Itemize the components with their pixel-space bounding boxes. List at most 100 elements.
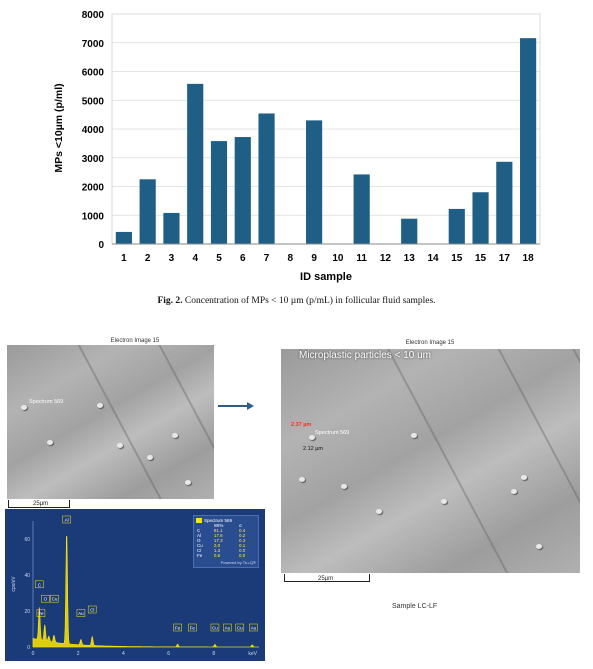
x-tick-label: 6 [240,253,246,264]
eds-x-tick-label: 0 [32,651,35,657]
y-tick-label: 4000 [82,125,105,136]
bar [496,161,513,244]
eds-x-unit: keV [248,651,257,657]
eds-cell-sig: 0.3 [238,538,246,544]
eds-peak-label-box [223,623,232,632]
eds-cell-el: Cu [197,543,203,549]
y-tick-label: 8000 [82,10,105,21]
eds-swatch-icon [196,518,202,524]
x-tick-label: 1 [121,253,127,264]
x-axis-label: ID sample [300,271,352,283]
eds-cell-wt: 2.0 [213,543,221,549]
eds-composition-row: O 17.3 0.3 [196,538,256,543]
y-tick-label: 6000 [82,68,105,79]
eds-peak-label: O [44,597,48,602]
eds-cell-wt: 17.6 [213,533,223,539]
y-tick-label: 3000 [82,154,105,165]
bar [306,120,323,244]
sem-right-scalebar [284,574,370,582]
eds-peak-label: Fe [38,611,44,616]
x-tick-label: 10 [332,253,344,264]
x-tick-label: 3 [169,253,175,264]
sem-right-image: Microplastic particles < 10 um 2.37 µm S… [281,349,580,573]
eds-peak-label-box [41,594,50,603]
sem-left-image: Spectrum 569 [7,345,214,499]
sem-left-scalebar [8,500,70,508]
x-tick-label: 13 [404,253,416,264]
eds-cell-el: Cl [197,548,202,554]
x-tick-label: 2 [145,253,151,264]
eds-peak-label: C [38,582,42,587]
eds-peak-label-box [210,623,220,632]
eds-y-tick-label: 60 [24,537,30,543]
eds-peak-label-box [36,609,46,617]
bar [187,83,204,244]
bar [353,174,370,244]
eds-col-sigma: σ [238,523,242,529]
x-tick-label: 15 [451,253,463,264]
eds-composition-row: Cl 1.3 0.0 [196,548,256,553]
y-tick-label: 2000 [82,183,105,194]
eds-peak-label-box [235,623,245,632]
microplastic-overlay-title: Microplastic particles < 10 um [299,350,431,361]
eds-legend-title: Spectrum 569 [204,518,233,523]
eds-composition-row: Cu 2.0 0.1 [196,543,256,548]
x-tick-label: 11 [356,253,367,264]
y-tick-label: 1000 [82,211,105,222]
bar [115,231,132,244]
eds-peak-label: Al [65,518,69,523]
bar [163,212,180,244]
eds-peak-label: Cl [90,608,94,613]
eds-y-tick-label: 0 [27,645,30,651]
eds-y-tick-label: 20 [24,609,30,615]
eds-y-tick-label: 40 [24,573,30,579]
eds-cell-el: Al [197,533,202,539]
eds-peak-label-box [76,609,86,617]
sem-left-scale-label: 25µm [33,501,49,507]
bar [234,137,251,244]
eds-cell-el: O [197,538,201,544]
bar [520,38,537,245]
bar [448,208,465,244]
eds-peak-label: Cu [237,626,243,631]
eds-composition-row: Al 17.6 0.2 [196,533,256,538]
eds-peak-label-box [249,623,258,632]
bar [210,141,228,244]
eds-cell-el: Fe [197,553,203,559]
sem-right-spectrum-label: Spectrum 569 [315,430,350,436]
eds-peak-label: Au [251,626,257,631]
bar [258,113,275,244]
y-axis-label: MPs <10µm (p/ml) [53,83,65,172]
eds-x-tick-label: 2 [77,651,80,657]
eds-peak-label: Cu [52,597,58,602]
arrow-icon [218,402,254,410]
x-tick-label: 5 [216,253,222,264]
eds-spectrum-trace [32,536,259,648]
eds-peak-label: Cu [212,626,218,631]
eds-x-tick-label: 4 [122,651,125,657]
eds-cell-wt: 0.6 [213,553,221,559]
y-tick-label: 5000 [82,96,105,107]
eds-legend: Spectrum 569 Wt% σ C 81.1 0.4 Al 17.6 0.2 O 17.3… [193,515,259,569]
caption-label: Fig. 2. [157,296,183,306]
x-tick-label: 8 [288,253,294,264]
eds-powered-by: Powered by Tru-Q® [220,560,256,566]
x-tick-label: 12 [380,253,392,264]
x-tick-label: 9 [311,253,317,264]
eds-composition-table: Wt% σ C 81.1 0.4 Al 17.6 0.2 O 17.3 0.3 Cu 2.0 0.1 Cl… [196,523,256,558]
eds-peak-label: Au [225,626,231,631]
eds-cell-sig: 0.0 [238,548,246,554]
x-tick-label: 15 [475,253,487,264]
y-tick-label: 0 [98,240,104,251]
eds-spectrum-panel: 0 20 40 60 0 2 4 6 8 keV cps/eV C O Cu Fe Al Au Cl Fe Fe Cu A… [5,509,265,661]
eds-y-axis-label: cps/eV [11,576,17,592]
measurement-black: 2.12 µm [303,446,323,452]
eds-composition-row: C 81.1 0.4 [196,528,256,533]
eds-peak-label: Au [78,611,84,616]
sem-right-scale-label: 25µm [318,576,334,582]
eds-composition-row: Fe 0.6 0.0 [196,553,256,558]
eds-x-tick-label: 8 [212,651,215,657]
eds-cell-sig: 0.1 [238,543,246,549]
sem-left-title: Electron Image 15 [110,338,160,344]
